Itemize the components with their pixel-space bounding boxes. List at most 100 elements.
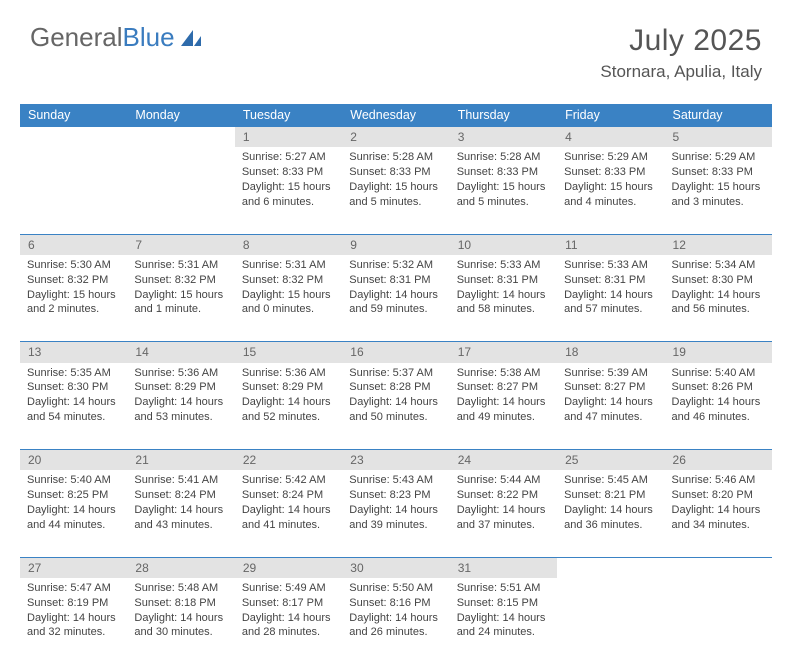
day2-text: and 43 minutes.	[134, 518, 227, 533]
day-cell: Sunrise: 5:37 AMSunset: 8:28 PMDaylight:…	[342, 363, 449, 450]
day-number	[127, 127, 234, 148]
sunset-text: Sunset: 8:29 PM	[242, 380, 335, 395]
day-number: 13	[20, 342, 127, 363]
content-row: Sunrise: 5:27 AMSunset: 8:33 PMDaylight:…	[20, 147, 772, 234]
sunset-text: Sunset: 8:26 PM	[672, 380, 765, 395]
sunset-text: Sunset: 8:32 PM	[27, 273, 120, 288]
day-number: 9	[342, 234, 449, 255]
sunrise-text: Sunrise: 5:28 AM	[349, 150, 442, 165]
day-number: 8	[235, 234, 342, 255]
sunset-text: Sunset: 8:22 PM	[457, 488, 550, 503]
day-cell: Sunrise: 5:32 AMSunset: 8:31 PMDaylight:…	[342, 255, 449, 342]
day-cell: Sunrise: 5:51 AMSunset: 8:15 PMDaylight:…	[450, 578, 557, 665]
sunset-text: Sunset: 8:33 PM	[349, 165, 442, 180]
sunrise-text: Sunrise: 5:41 AM	[134, 473, 227, 488]
day-cell: Sunrise: 5:34 AMSunset: 8:30 PMDaylight:…	[665, 255, 772, 342]
day1-text: Daylight: 14 hours	[134, 611, 227, 626]
day-cell: Sunrise: 5:33 AMSunset: 8:31 PMDaylight:…	[450, 255, 557, 342]
sunset-text: Sunset: 8:25 PM	[27, 488, 120, 503]
day1-text: Daylight: 14 hours	[242, 611, 335, 626]
day-number: 22	[235, 450, 342, 471]
day-number	[557, 557, 664, 578]
day2-text: and 47 minutes.	[564, 410, 657, 425]
day-number: 21	[127, 450, 234, 471]
sunrise-text: Sunrise: 5:29 AM	[564, 150, 657, 165]
day2-text: and 28 minutes.	[242, 625, 335, 640]
sunrise-text: Sunrise: 5:29 AM	[672, 150, 765, 165]
day-cell: Sunrise: 5:38 AMSunset: 8:27 PMDaylight:…	[450, 363, 557, 450]
day-number: 30	[342, 557, 449, 578]
content-row: Sunrise: 5:35 AMSunset: 8:30 PMDaylight:…	[20, 363, 772, 450]
sunrise-text: Sunrise: 5:33 AM	[564, 258, 657, 273]
day1-text: Daylight: 14 hours	[457, 288, 550, 303]
day2-text: and 32 minutes.	[27, 625, 120, 640]
day1-text: Daylight: 15 hours	[242, 180, 335, 195]
day2-text: and 34 minutes.	[672, 518, 765, 533]
day2-text: and 53 minutes.	[134, 410, 227, 425]
day-number: 4	[557, 127, 664, 148]
content-row: Sunrise: 5:40 AMSunset: 8:25 PMDaylight:…	[20, 470, 772, 557]
day-cell: Sunrise: 5:31 AMSunset: 8:32 PMDaylight:…	[235, 255, 342, 342]
day1-text: Daylight: 14 hours	[27, 395, 120, 410]
sunrise-text: Sunrise: 5:51 AM	[457, 581, 550, 596]
day1-text: Daylight: 14 hours	[457, 503, 550, 518]
day-cell: Sunrise: 5:31 AMSunset: 8:32 PMDaylight:…	[127, 255, 234, 342]
day-cell	[665, 578, 772, 665]
day-cell: Sunrise: 5:29 AMSunset: 8:33 PMDaylight:…	[557, 147, 664, 234]
day-cell: Sunrise: 5:29 AMSunset: 8:33 PMDaylight:…	[665, 147, 772, 234]
day-cell: Sunrise: 5:41 AMSunset: 8:24 PMDaylight:…	[127, 470, 234, 557]
sunrise-text: Sunrise: 5:48 AM	[134, 581, 227, 596]
day2-text: and 2 minutes.	[27, 302, 120, 317]
sunset-text: Sunset: 8:21 PM	[564, 488, 657, 503]
day-number: 12	[665, 234, 772, 255]
sunrise-text: Sunrise: 5:46 AM	[672, 473, 765, 488]
day-cell: Sunrise: 5:40 AMSunset: 8:25 PMDaylight:…	[20, 470, 127, 557]
day1-text: Daylight: 14 hours	[457, 395, 550, 410]
sunset-text: Sunset: 8:30 PM	[27, 380, 120, 395]
sunset-text: Sunset: 8:31 PM	[349, 273, 442, 288]
day-number: 19	[665, 342, 772, 363]
day1-text: Daylight: 14 hours	[349, 611, 442, 626]
day-header: Saturday	[665, 104, 772, 127]
day-cell	[20, 147, 127, 234]
day-cell: Sunrise: 5:33 AMSunset: 8:31 PMDaylight:…	[557, 255, 664, 342]
day-number: 5	[665, 127, 772, 148]
sunrise-text: Sunrise: 5:40 AM	[672, 366, 765, 381]
day2-text: and 26 minutes.	[349, 625, 442, 640]
day-number: 14	[127, 342, 234, 363]
day1-text: Daylight: 15 hours	[27, 288, 120, 303]
sunrise-text: Sunrise: 5:38 AM	[457, 366, 550, 381]
day1-text: Daylight: 14 hours	[134, 503, 227, 518]
sunrise-text: Sunrise: 5:30 AM	[27, 258, 120, 273]
day1-text: Daylight: 14 hours	[242, 503, 335, 518]
day-cell: Sunrise: 5:42 AMSunset: 8:24 PMDaylight:…	[235, 470, 342, 557]
sunrise-text: Sunrise: 5:32 AM	[349, 258, 442, 273]
day1-text: Daylight: 14 hours	[134, 395, 227, 410]
sunrise-text: Sunrise: 5:50 AM	[349, 581, 442, 596]
daynum-row: 13141516171819	[20, 342, 772, 363]
sunrise-text: Sunrise: 5:36 AM	[134, 366, 227, 381]
day2-text: and 54 minutes.	[27, 410, 120, 425]
day-cell: Sunrise: 5:44 AMSunset: 8:22 PMDaylight:…	[450, 470, 557, 557]
day-cell: Sunrise: 5:45 AMSunset: 8:21 PMDaylight:…	[557, 470, 664, 557]
sunset-text: Sunset: 8:23 PM	[349, 488, 442, 503]
sunrise-text: Sunrise: 5:45 AM	[564, 473, 657, 488]
day2-text: and 57 minutes.	[564, 302, 657, 317]
day1-text: Daylight: 14 hours	[457, 611, 550, 626]
day-number: 29	[235, 557, 342, 578]
day2-text: and 52 minutes.	[242, 410, 335, 425]
day-header: Monday	[127, 104, 234, 127]
day-cell: Sunrise: 5:28 AMSunset: 8:33 PMDaylight:…	[342, 147, 449, 234]
sunset-text: Sunset: 8:27 PM	[564, 380, 657, 395]
day1-text: Daylight: 14 hours	[27, 503, 120, 518]
sunrise-text: Sunrise: 5:39 AM	[564, 366, 657, 381]
day2-text: and 46 minutes.	[672, 410, 765, 425]
day1-text: Daylight: 14 hours	[242, 395, 335, 410]
day-number: 10	[450, 234, 557, 255]
day-cell	[557, 578, 664, 665]
day-number: 26	[665, 450, 772, 471]
sunrise-text: Sunrise: 5:44 AM	[457, 473, 550, 488]
day2-text: and 36 minutes.	[564, 518, 657, 533]
location-label: Stornara, Apulia, Italy	[600, 62, 762, 82]
day2-text: and 30 minutes.	[134, 625, 227, 640]
